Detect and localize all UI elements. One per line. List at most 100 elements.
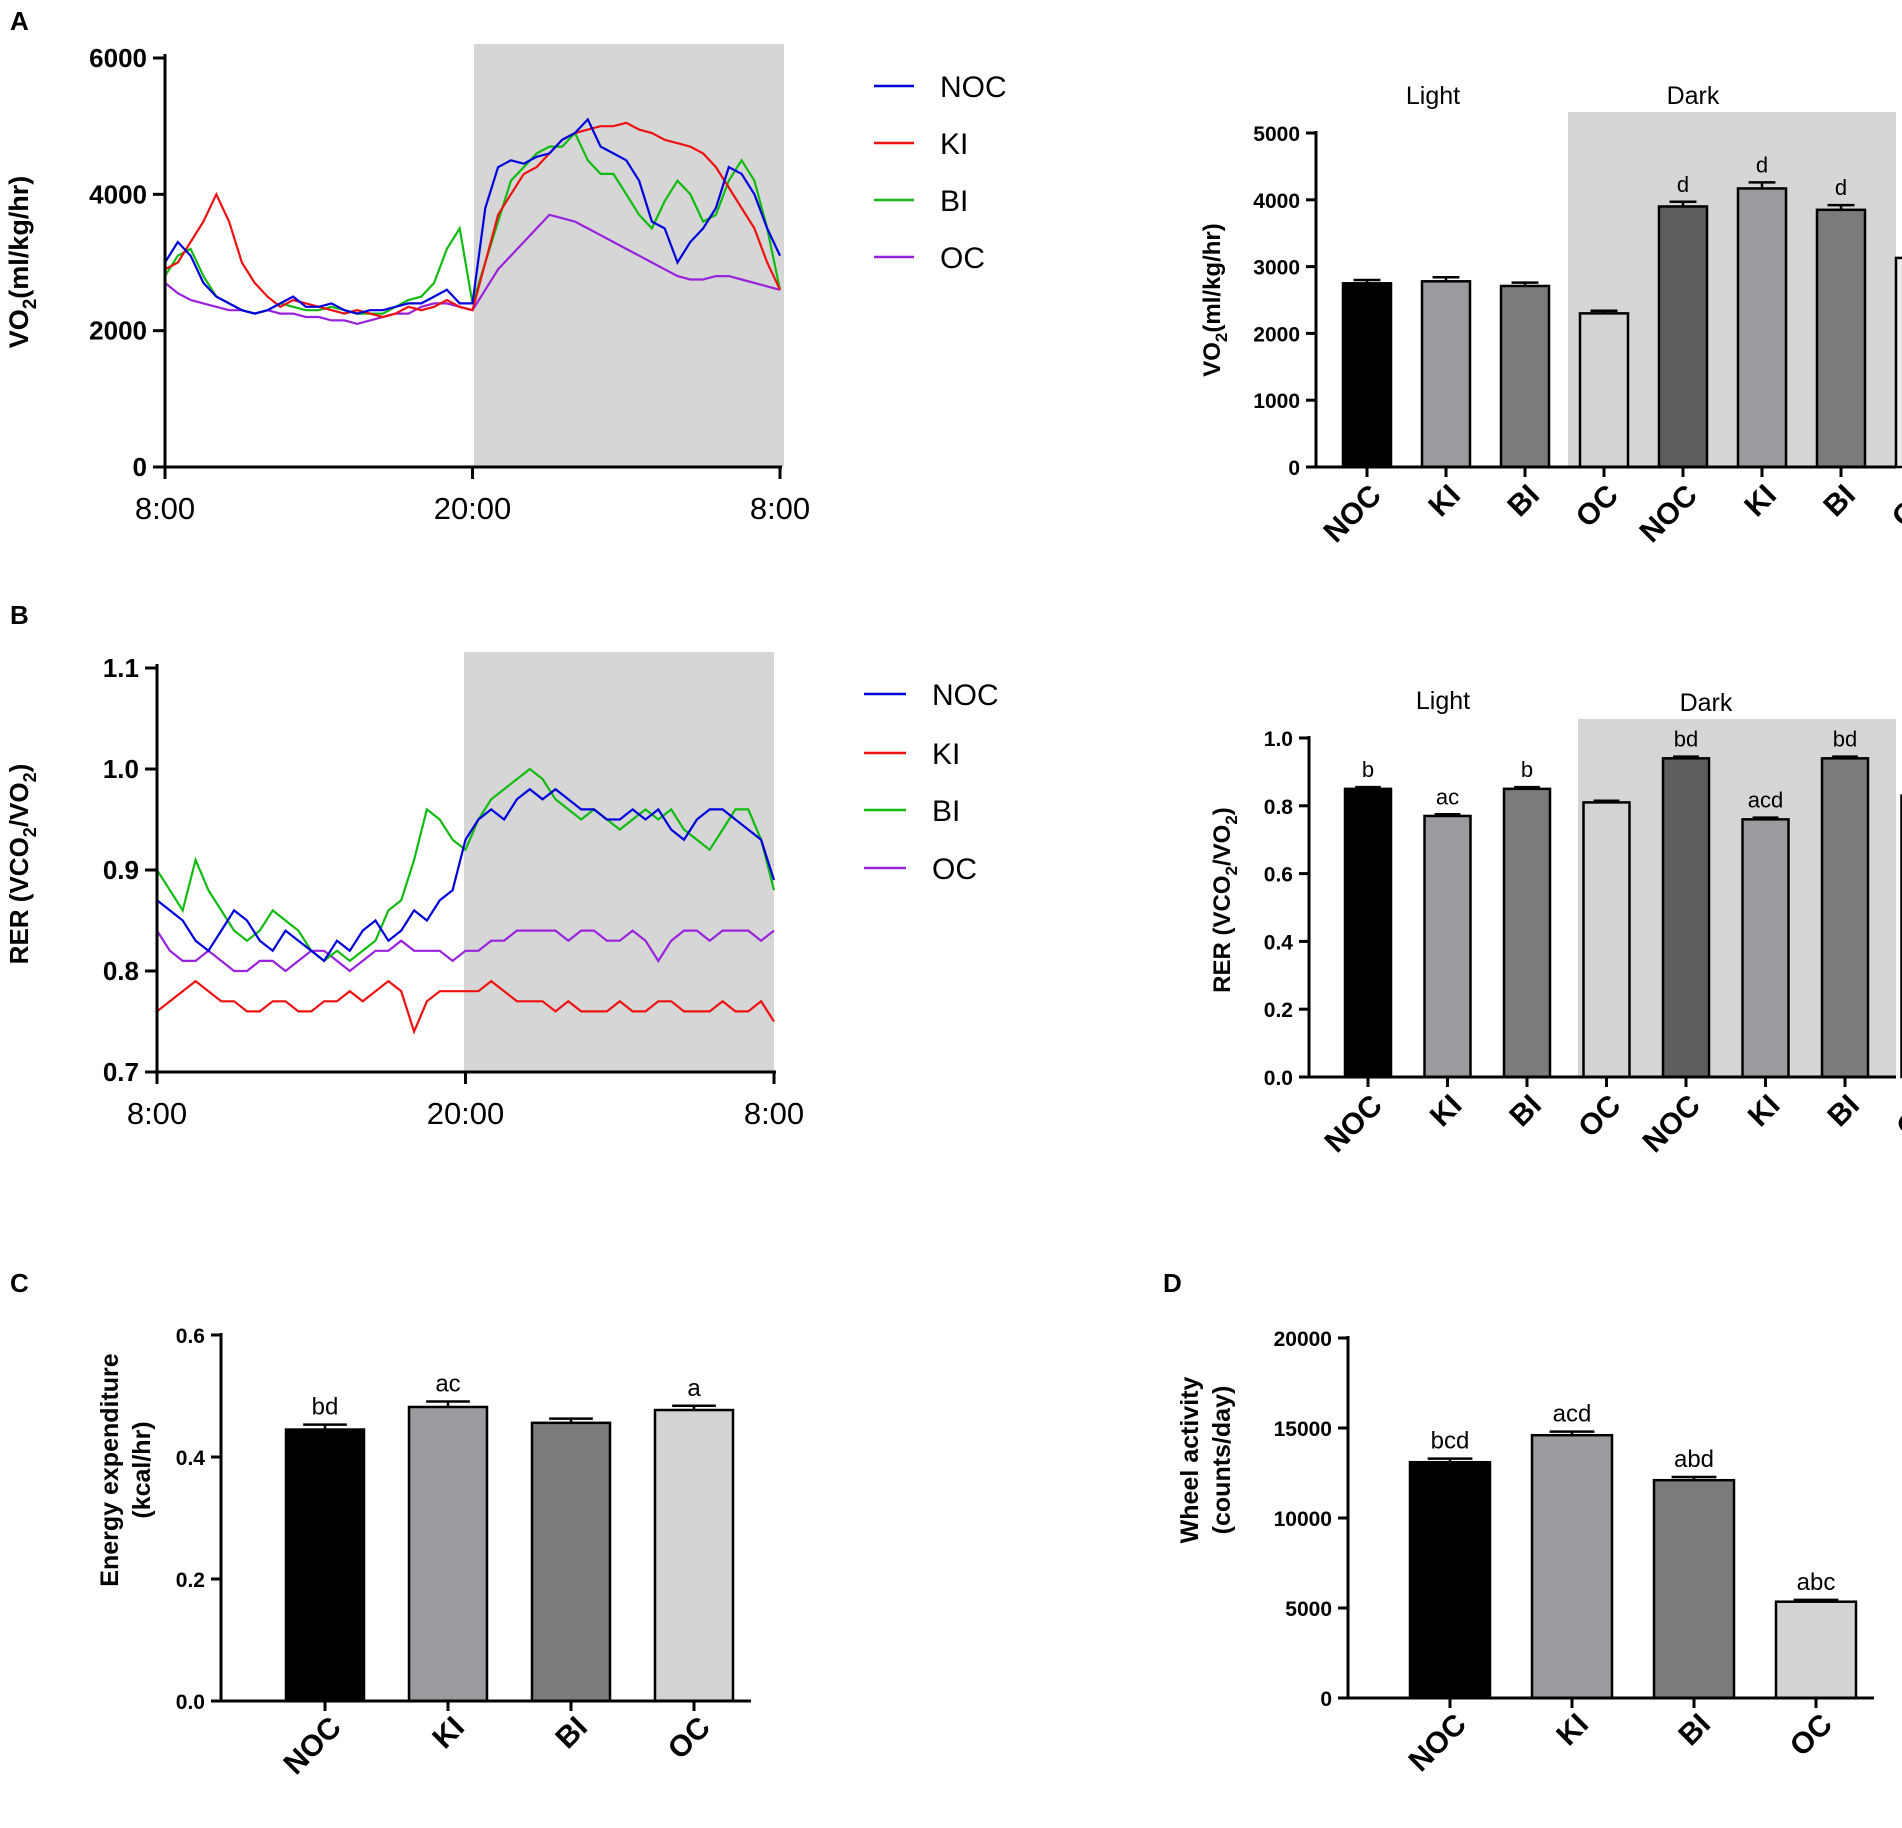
bar-bi-6 [1815,208,1867,469]
y-tick-label: 5000 [1285,1598,1332,1621]
significance-label: b [1521,757,1533,782]
y-tick-label: 0 [1320,1688,1332,1711]
dark-period-shade [474,44,784,467]
y-axis-label-units: (kcal/hr) [128,1421,156,1518]
y-tick-label: 3000 [1253,257,1300,280]
bar-bi-2 [1502,787,1552,1079]
series-line-oc [156,929,775,973]
significance-label: bd [1674,727,1698,752]
significance-label: bcd [1431,1428,1470,1455]
legend-a: NOC KI BI OC [874,71,1007,275]
y-tick-label: 0.2 [1264,999,1293,1022]
bar-oc-7 [1894,256,1902,469]
bar-bi-2 [530,1421,612,1703]
bar-noc-0 [1341,282,1393,469]
y-tick-label: 0.7 [103,1057,139,1087]
panel-label-a: A [10,6,29,36]
y-tick-label: 0.0 [176,1691,205,1714]
bar-oc-3 [1578,312,1630,469]
series-line-ki [156,979,775,1035]
significance-label: ac [1436,784,1459,809]
bar-ki-1 [1530,1433,1614,1700]
bar-bi-2 [1499,284,1551,469]
significance-label: d [1756,152,1768,177]
x-tick-label: 8:00 [750,491,810,526]
panel-label-c: C [10,1268,29,1298]
y-axis-label: Energy expenditure [96,1353,124,1586]
y-axis-label-units: (counts/day) [1208,1386,1236,1535]
x-tick-label: 8:00 [127,1096,187,1131]
bar-bi-6 [1820,757,1870,1079]
bar-ki-1 [407,1405,489,1703]
significance-label: ac [435,1370,460,1397]
series-line-noc [164,117,781,315]
y-axis-label: VO2(ml/kg/hr) [4,176,41,349]
significance-label: bd [312,1394,339,1421]
period-label-light: Light [1406,82,1460,110]
significance-label: d [1835,175,1847,200]
y-tick-label: 5000 [1253,123,1300,146]
bar-bi-2 [1652,1478,1736,1700]
significance-label: b [1362,757,1374,782]
legend-label-ki: KI [940,128,968,161]
series-line-bi [156,767,776,963]
panel-label-d: D [1163,1268,1182,1298]
y-tick-label: 1.1 [103,653,139,683]
y-tick-label: 0.4 [1264,931,1294,954]
x-tick-label: OC [1890,1089,1902,1144]
y-tick-label: 1000 [1253,390,1300,413]
y-tick-label: 0.4 [176,1447,206,1470]
y-axis-label: Wheel activity [1176,1377,1204,1544]
legend-label-noc: NOC [940,71,1007,104]
y-tick-label: 0.8 [1264,796,1294,819]
significance-label: d [1677,172,1689,197]
series-line-noc [156,787,776,963]
x-tick-label: 8:00 [744,1096,804,1131]
y-tick-label: 0.2 [176,1569,205,1592]
y-axis-label: RER (VCO2/VO2) [4,764,40,965]
significance-label: acd [1553,1401,1592,1428]
y-tick-label: 4000 [89,179,147,209]
y-axis-label: VO2(ml/kg/hr) [1199,223,1231,377]
bar-noc-0 [1408,1460,1492,1700]
y-tick-label: 0.8 [103,956,139,986]
bar-ki-1 [1423,814,1472,1079]
y-tick-label: 0.9 [103,855,139,885]
y-tick-label: 6000 [89,43,147,73]
vo2-timecourse-chart: 0 2000 4000 6000 8:00 20:00 8:00 VO2(ml/kg/hr) [4,43,810,526]
bar-noc-4 [1661,757,1711,1079]
y-tick-label: 15000 [1274,1418,1332,1441]
y-tick-label: 2000 [89,316,147,346]
rer-timecourse-chart: 0.7 0.8 0.9 1.0 1.1 8:00 20:00 8:00 RER (VCO2/V… [4,652,804,1131]
y-tick-label: 2000 [1253,323,1300,346]
legend-label-noc: NOC [932,679,999,712]
significance-label: abd [1674,1446,1714,1473]
legend-b: NOC KI BI OC [864,679,999,886]
bar-ki-5 [1741,818,1790,1079]
y-tick-label: 4000 [1253,190,1300,213]
bar-oc-3 [1774,1600,1858,1700]
y-tick-label: 0 [1288,457,1300,480]
bar-oc-3 [653,1408,735,1703]
period-label-dark: Dark [1680,689,1733,717]
legend-label-ki: KI [932,738,960,771]
series-line-ki [164,121,781,319]
bar-noc-0 [284,1428,366,1703]
legend-label-bi: BI [940,185,968,218]
x-tick-label: 20:00 [427,1096,505,1131]
significance-label: bd [1833,727,1857,752]
x-tick-label: 20:00 [434,491,512,526]
y-tick-label: 10000 [1274,1508,1332,1531]
y-axis-label: RER (VCO2/VO2) [1209,807,1241,993]
y-tick-label: 0.6 [1264,864,1293,887]
bar-ki-5 [1736,187,1788,469]
bar-ki-1 [1420,280,1472,469]
y-tick-label: 0.0 [1264,1067,1293,1090]
bar-noc-0 [1343,787,1393,1079]
panel-label-b: B [10,600,29,630]
bar-noc-4 [1657,205,1709,469]
y-tick-label: 0 [133,452,147,482]
legend-label-oc: OC [940,242,985,275]
